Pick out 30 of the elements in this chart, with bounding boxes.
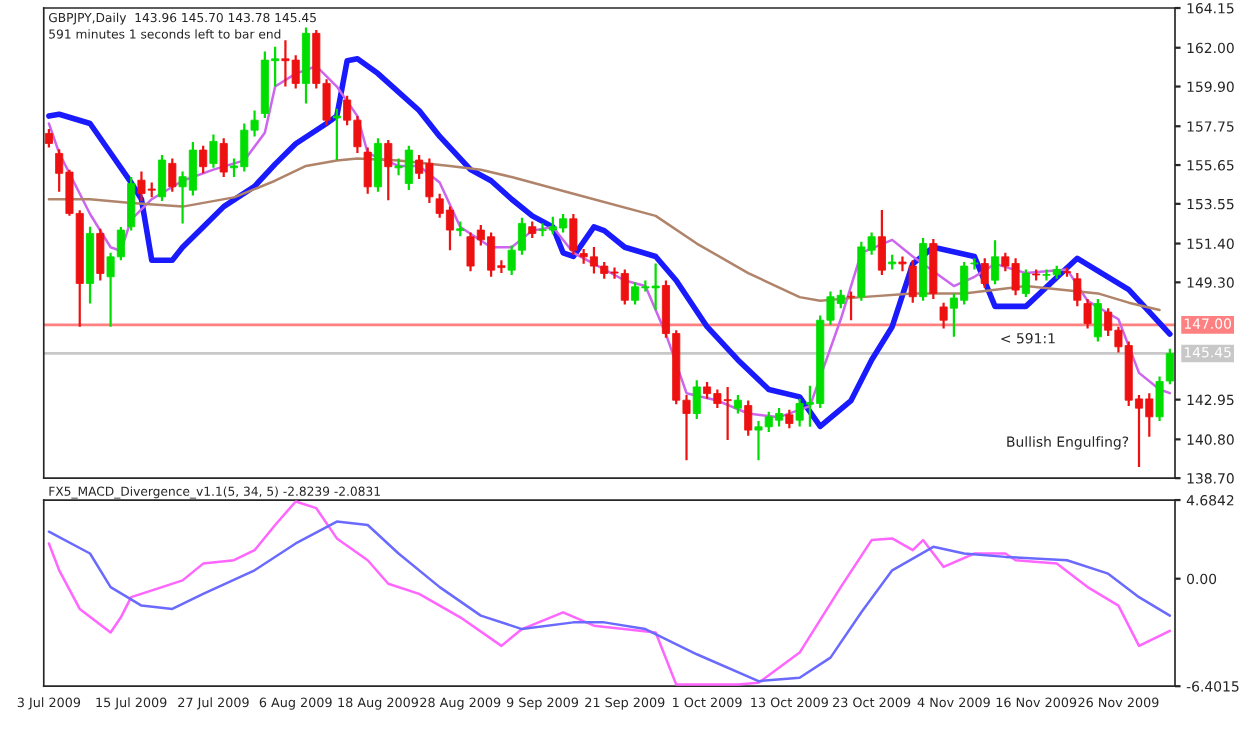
- candlestick: [1021, 268, 1030, 299]
- candlestick: [744, 399, 753, 437]
- candlestick: [908, 259, 917, 304]
- candlestick: [1073, 272, 1082, 308]
- candlestick: [733, 393, 742, 415]
- candlestick: [939, 301, 948, 330]
- candlestick: [209, 133, 218, 169]
- line-series: [47, 157, 1161, 312]
- candlestick: [785, 408, 794, 430]
- candlestick: [44, 127, 53, 149]
- candlestick: [373, 137, 382, 193]
- candlestick: [168, 157, 177, 193]
- candlestick: [219, 137, 228, 179]
- candlestick: [877, 209, 886, 277]
- candlestick: [158, 153, 167, 203]
- candlestick: [980, 257, 989, 289]
- candlestick: [1093, 297, 1102, 343]
- candlestick: [332, 107, 341, 162]
- candlestick: [127, 175, 136, 232]
- candlestick: [692, 379, 701, 421]
- candlestick: [1083, 297, 1092, 330]
- candlestick: [569, 212, 578, 256]
- candlestick: [847, 290, 856, 322]
- candlestick: [96, 227, 105, 282]
- candlestick: [384, 139, 393, 202]
- candlestick: [970, 257, 979, 271]
- candlestick: [199, 144, 208, 175]
- candlestick: [898, 255, 907, 273]
- candlestick: [991, 239, 1000, 286]
- candlestick: [363, 146, 372, 195]
